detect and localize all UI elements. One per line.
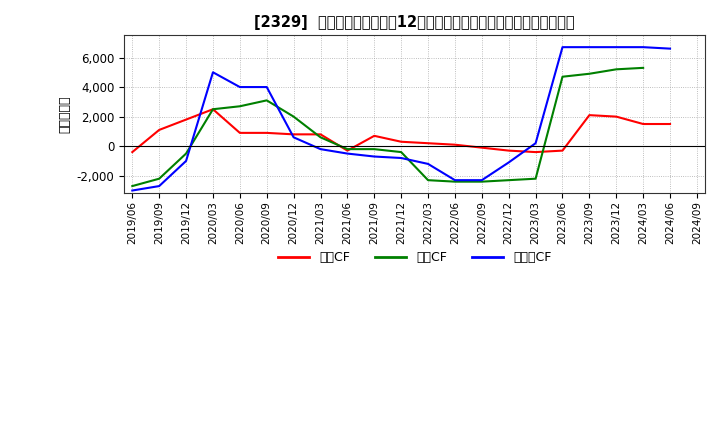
Title: [2329]  キャッシュフローの12か月移動合計の対前年同期増減額の推移: [2329] キャッシュフローの12か月移動合計の対前年同期増減額の推移 [254,15,575,30]
Legend: 営業CF, 投資CF, フリーCF: 営業CF, 投資CF, フリーCF [273,246,557,269]
Y-axis label: （百万円）: （百万円） [58,95,71,133]
